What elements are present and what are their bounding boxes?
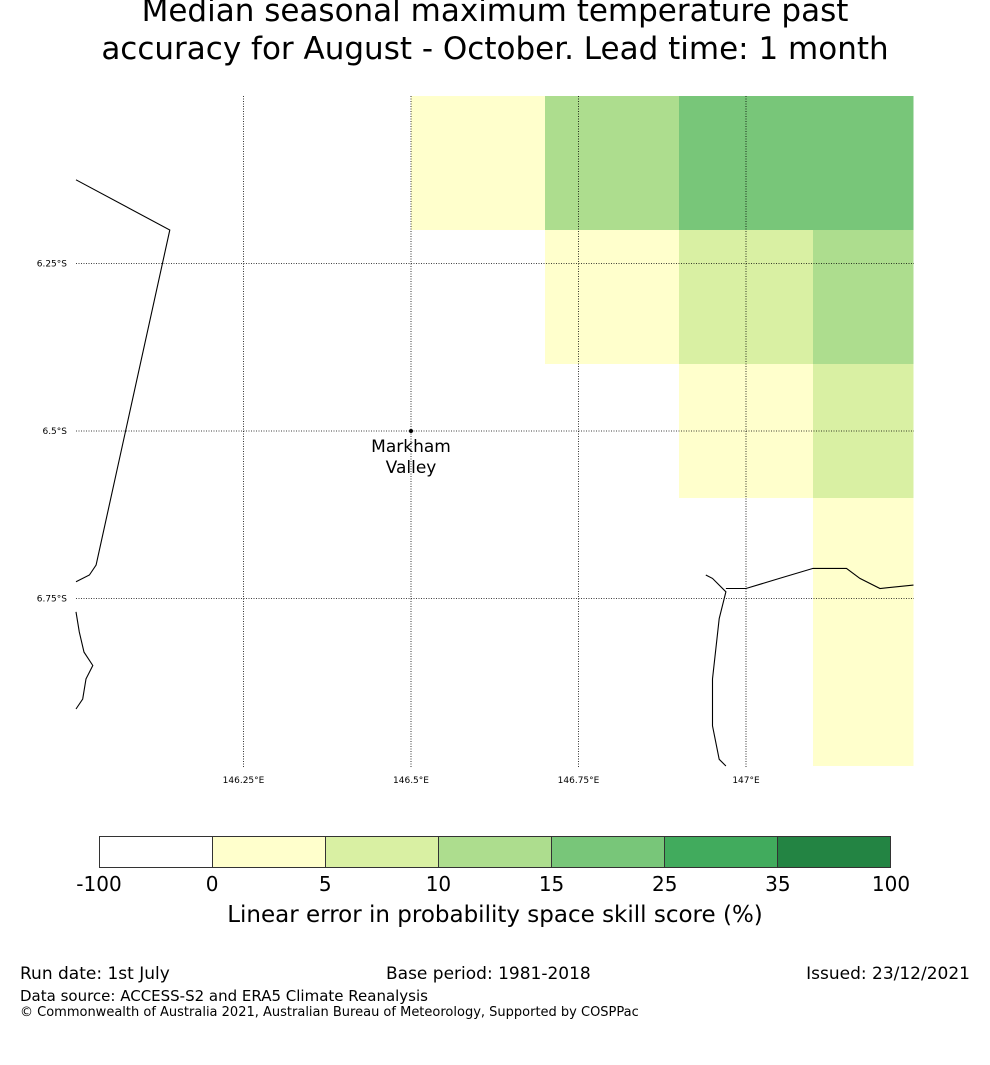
coastline-2 [705,574,727,767]
colorbar-tick-6: 35 [765,872,791,896]
place-name-line1: Markham [371,437,451,457]
colorbar-segment-4 [552,837,665,867]
colorbar-tick-0: -100 [76,872,122,896]
chart-title-line2: accuracy for August - October. Lead time… [101,31,889,67]
coastline-1 [75,611,94,710]
skill-cell-6 [411,96,545,230]
place-dot [409,429,413,433]
axis-labels: 146.25°E 146.5°E 146.75°E 147°E 6.25°S 6.5°S 6… [37,260,760,787]
chart-title-line1: Median seasonal maximum temperature past [141,0,849,29]
colorbar-tick-7: 100 [871,872,911,896]
skill-cell-14 [813,364,914,498]
lon-tick-label-2: 146.75°E [558,776,600,786]
issued-date: Issued: 23/12/2021 [806,964,970,984]
colorbar-tick-5: 25 [651,872,678,896]
colorbar-segment-3 [439,837,552,867]
skill-cell-7 [545,96,679,230]
colorbar-tick-1: 0 [205,872,219,896]
skill-cell-8 [679,96,813,230]
colorbar-segment-2 [326,837,439,867]
lat-tick-label-1: 6.5°S [42,427,67,437]
coastlines [75,179,914,767]
run-date: Run date: 1st July [20,964,170,984]
colorbar-segment-1 [213,837,326,867]
colorbar-label: Linear error in probability space skill … [227,902,763,928]
coastline-0 [75,179,171,583]
colorbar-segment-6 [778,837,890,867]
lon-tick-label-1: 146.5°E [393,776,429,786]
coastline-3 [725,567,914,590]
skill-cell-15 [813,498,914,766]
lon-tick-label-3: 147°E [732,776,760,786]
chart-title: Median seasonal maximum temperature past… [0,0,990,68]
base-period: Base period: 1981-2018 [386,964,591,984]
lat-tick-label-2: 6.75°S [37,595,68,605]
skill-cell-9 [813,96,914,230]
data-source: Data source: ACCESS-S2 and ERA5 Climate … [20,987,428,1005]
map-panel: 146.25°E 146.5°E 146.75°E 147°E 6.25°S 6.5°S 6… [37,96,914,787]
lon-tick-label-0: 146.25°E [223,776,265,786]
colorbar-segment-5 [665,837,778,867]
place-name-line2: Valley [386,458,437,478]
lat-tick-label-0: 6.25°S [37,260,68,270]
colorbar-tick-2: 5 [318,872,332,896]
copyright: © Commonwealth of Australia 2021, Austra… [20,1005,639,1020]
skill-cell-12 [813,230,914,364]
place-marker: Markham Valley [371,429,451,478]
colorbar-segment-0 [100,837,213,867]
colorbar [99,836,891,868]
skill-cell-10 [545,230,679,364]
colorbar-tick-3: 10 [425,872,452,896]
colorbar-tick-4: 15 [538,872,565,896]
